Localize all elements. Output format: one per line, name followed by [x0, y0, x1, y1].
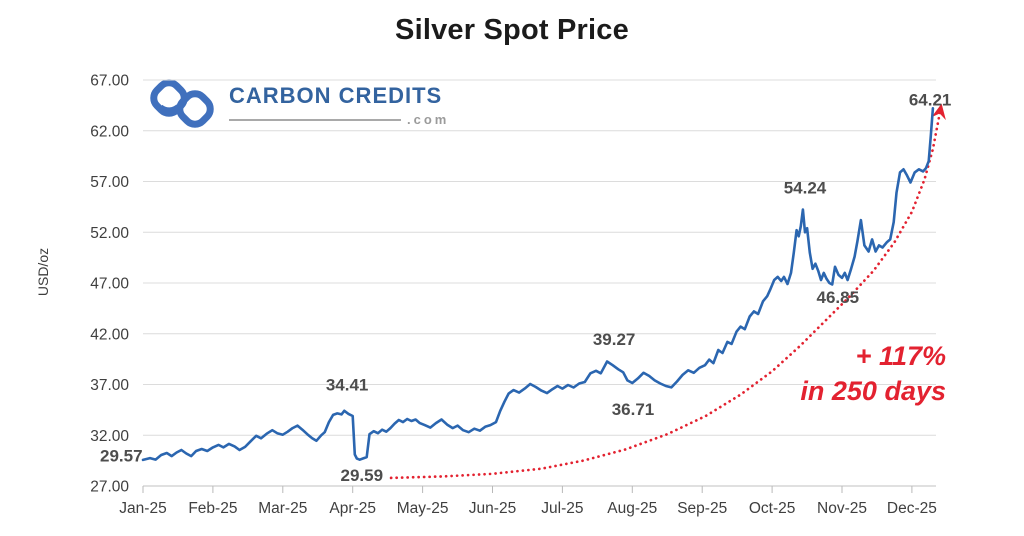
price-annotation: 29.57 — [100, 447, 143, 466]
trend-arrowhead — [931, 103, 946, 121]
x-tick-label: Aug-25 — [607, 500, 657, 517]
logo-domain-suffix: .com — [407, 112, 450, 127]
x-tick-label: Jun-25 — [469, 500, 516, 517]
x-tick-label: Oct-25 — [749, 500, 796, 517]
price-line — [141, 107, 935, 462]
y-axis-title: USD/oz — [35, 248, 51, 296]
y-tick-label: 27.00 — [90, 479, 129, 496]
interlocked-rings-icon — [150, 79, 214, 128]
x-tick-label: Jul-25 — [541, 500, 583, 517]
y-tick-label: 32.00 — [90, 428, 129, 445]
carbon-credits-logo: CARBON CREDITS .com — [146, 76, 449, 132]
y-tick-label: 57.00 — [90, 174, 129, 191]
y-tick-label: 52.00 — [90, 225, 129, 242]
y-tick-label: 37.00 — [90, 377, 129, 394]
price-annotation: 34.41 — [326, 376, 369, 395]
price-annotation: 64.21 — [909, 90, 952, 109]
y-tick-label: 67.00 — [90, 73, 129, 90]
logo-divider — [229, 118, 401, 121]
x-tick-label: Sep-25 — [677, 500, 727, 517]
gain-duration-label: in 250 days — [800, 376, 946, 406]
y-tick-label: 42.00 — [90, 326, 129, 343]
x-tick-label: May-25 — [397, 500, 449, 517]
x-tick-label: Feb-25 — [188, 500, 237, 517]
price-annotation: 54.24 — [784, 179, 827, 198]
price-annotation: 46.85 — [817, 288, 860, 307]
x-tick-label: Mar-25 — [258, 500, 307, 517]
y-tick-label: 47.00 — [90, 276, 129, 293]
price-annotation: 29.59 — [341, 466, 384, 485]
x-tick-label: Jan-25 — [119, 500, 166, 517]
trend-arrow-curve — [389, 111, 942, 480]
gain-callout: + 117% in 250 days — [800, 339, 946, 409]
logo-text-block: CARBON CREDITS .com — [229, 76, 449, 127]
gain-percent-label: + 117% — [855, 341, 946, 371]
y-tick-label: 62.00 — [90, 123, 129, 140]
logo-name: CARBON CREDITS — [229, 83, 443, 108]
x-tick-label: Nov-25 — [817, 500, 867, 517]
chart-title: Silver Spot Price — [395, 14, 629, 46]
x-tick-label: Dec-25 — [887, 500, 937, 517]
price-annotation: 36.71 — [612, 400, 655, 419]
price-annotation: 39.27 — [593, 330, 636, 349]
x-tick-label: Apr-25 — [329, 500, 376, 517]
